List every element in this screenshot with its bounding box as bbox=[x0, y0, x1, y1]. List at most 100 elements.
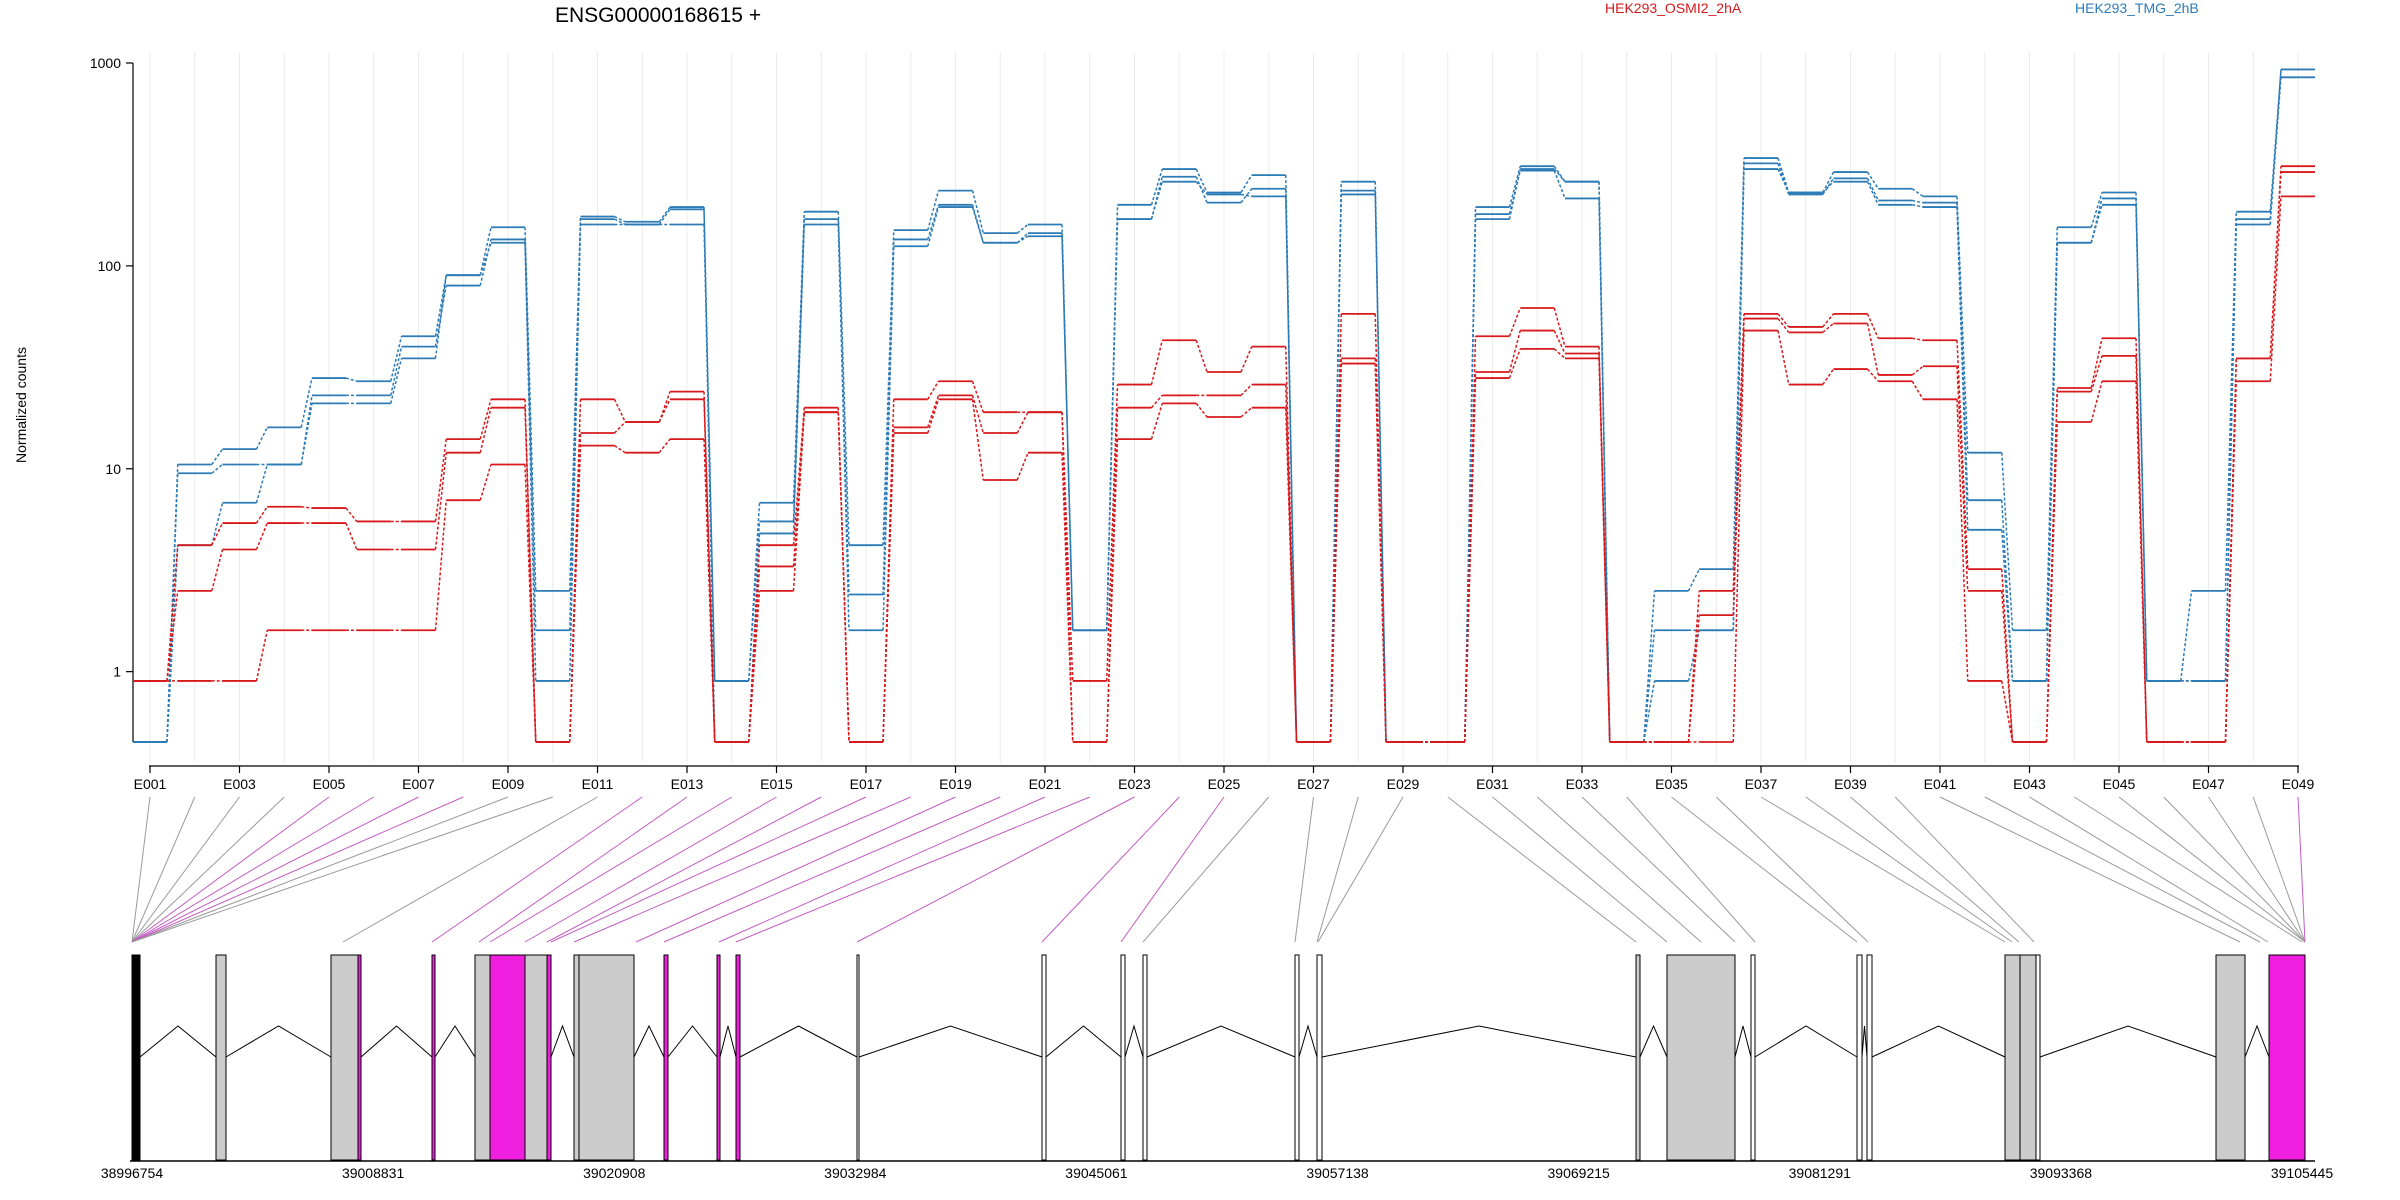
series-link bbox=[1956, 340, 1969, 570]
gridlines bbox=[149, 52, 2299, 762]
exon-connector bbox=[1492, 796, 1668, 943]
series-link bbox=[2090, 192, 2103, 228]
series-link bbox=[1822, 171, 1835, 193]
intron-line bbox=[550, 1024, 575, 1058]
series-link bbox=[927, 190, 940, 231]
exon-box bbox=[1856, 954, 1863, 1161]
series-link bbox=[434, 452, 447, 550]
series-link bbox=[1508, 307, 1521, 337]
series-link bbox=[971, 399, 984, 481]
coordinate-label: 39045061 bbox=[1065, 1165, 1128, 1181]
exon-box bbox=[1635, 954, 1641, 1161]
series-link bbox=[1956, 366, 1969, 591]
series-link bbox=[1553, 330, 1566, 354]
legend-entry-tmg: HEK293_TMG_2hB bbox=[2075, 0, 2199, 16]
exon-connector bbox=[1760, 796, 2006, 943]
exon-connector bbox=[1581, 796, 1736, 943]
exon-connector bbox=[131, 796, 151, 943]
series-link bbox=[971, 206, 984, 243]
intron-line bbox=[1861, 1025, 1868, 1058]
coordinate-label: 39069215 bbox=[1548, 1165, 1611, 1181]
series-link bbox=[479, 399, 492, 440]
series-link bbox=[1508, 330, 1521, 373]
gene-model bbox=[131, 954, 2306, 1161]
series-link bbox=[2135, 338, 2148, 743]
series-link bbox=[2001, 680, 2014, 743]
series-link bbox=[658, 438, 671, 454]
exon-tick-label: E033 bbox=[1566, 776, 1599, 792]
series-link bbox=[1822, 177, 1835, 195]
exon-connector bbox=[478, 796, 688, 943]
series-link bbox=[2269, 196, 2282, 382]
series-link bbox=[1777, 330, 1790, 385]
series-link bbox=[927, 206, 940, 247]
exon-box bbox=[1750, 954, 1756, 1161]
series-link bbox=[703, 209, 716, 743]
series-link bbox=[703, 439, 716, 743]
exon-tick-label: E045 bbox=[2103, 776, 2136, 792]
series-link bbox=[1732, 318, 1745, 616]
intron-line bbox=[719, 1025, 737, 1058]
series-link bbox=[1777, 318, 1790, 333]
series-link bbox=[1195, 402, 1208, 418]
series-link bbox=[434, 439, 447, 522]
exon-box bbox=[489, 954, 526, 1161]
series-link bbox=[1911, 380, 1924, 400]
series-link bbox=[479, 242, 492, 276]
exon-tick-label: E019 bbox=[939, 776, 972, 792]
exon-tick-label: E007 bbox=[402, 776, 435, 792]
series-link bbox=[2090, 204, 2103, 243]
series-link bbox=[2045, 242, 2058, 681]
exon-connector bbox=[1939, 796, 2241, 943]
series-link bbox=[971, 381, 984, 413]
exon-box bbox=[215, 954, 227, 1161]
series-link bbox=[1150, 403, 1163, 440]
series-link bbox=[748, 521, 761, 681]
series-link bbox=[390, 336, 403, 382]
exon-connector bbox=[131, 796, 240, 943]
series-link bbox=[748, 590, 761, 743]
series-link bbox=[927, 399, 940, 434]
exon-box bbox=[735, 954, 741, 1161]
series-link bbox=[255, 506, 268, 524]
series-link bbox=[479, 407, 492, 453]
exon-box bbox=[431, 954, 436, 1161]
series-link bbox=[1508, 168, 1521, 220]
intron-line bbox=[739, 1025, 858, 1058]
series-link bbox=[1553, 307, 1566, 347]
y-tick-label: 100 bbox=[98, 258, 122, 274]
x-axis: E001 E003 E005 E007 E009 E011 E013 E015 E017 E019… bbox=[134, 765, 2315, 792]
exon-tick-label: E025 bbox=[1208, 776, 1241, 792]
series-link bbox=[390, 346, 403, 396]
series-link bbox=[479, 239, 492, 286]
series-link bbox=[1285, 188, 1298, 743]
intron-line bbox=[1321, 1025, 1637, 1058]
series-link bbox=[524, 464, 537, 743]
exon-connector bbox=[2297, 796, 2306, 943]
exon-connector bbox=[1120, 796, 1225, 943]
series-link bbox=[2001, 590, 2014, 743]
exon-connector bbox=[489, 796, 733, 943]
series-link bbox=[434, 275, 447, 359]
series-link bbox=[1777, 168, 1790, 193]
series-link bbox=[1643, 680, 1656, 743]
intron-line bbox=[1045, 1025, 1122, 1058]
series-link bbox=[1016, 232, 1029, 244]
series-link bbox=[211, 522, 224, 546]
exon-tick-label: E027 bbox=[1297, 776, 1330, 792]
exon-connector bbox=[1142, 796, 1270, 943]
intron-line bbox=[1124, 1024, 1144, 1058]
series-link bbox=[658, 208, 671, 225]
series-link bbox=[1061, 233, 1074, 631]
series-link bbox=[1866, 313, 1879, 339]
exon-connector bbox=[131, 796, 464, 943]
series-layer bbox=[133, 68, 2315, 743]
exon-tick-label: E023 bbox=[1118, 776, 1151, 792]
series-link bbox=[255, 427, 268, 450]
exon-tick-label: E037 bbox=[1745, 776, 1778, 792]
intron-line bbox=[1871, 1025, 2006, 1058]
exon-connector bbox=[342, 796, 598, 943]
exon-box bbox=[474, 954, 491, 1161]
series-link bbox=[1195, 340, 1208, 373]
